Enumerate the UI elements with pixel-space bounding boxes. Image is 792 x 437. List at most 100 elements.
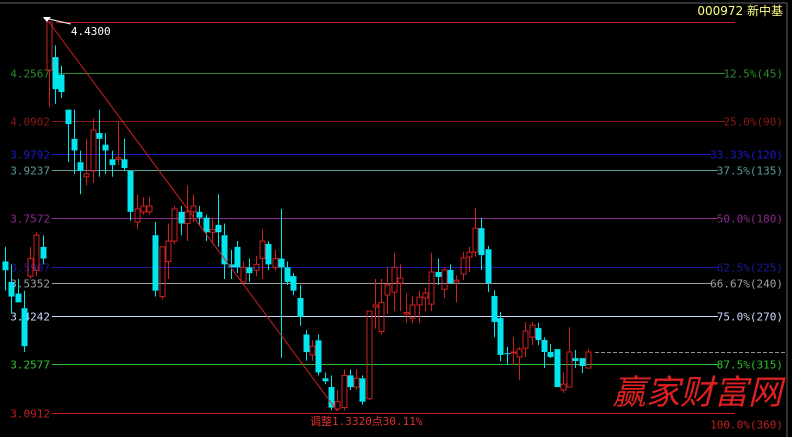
candle-body	[560, 383, 567, 391]
level-price-label: 3.0912	[10, 408, 50, 421]
candle-up	[90, 118, 97, 183]
candle-body	[184, 211, 191, 225]
candle-up	[378, 279, 385, 335]
candle-body	[529, 324, 536, 338]
candle-body	[504, 353, 511, 355]
candle-down	[297, 284, 304, 326]
level-price-label: 3.7572	[10, 213, 50, 226]
candle-down	[127, 170, 134, 221]
candle-up	[309, 340, 316, 361]
candle-up	[391, 252, 398, 312]
candle-down	[303, 330, 310, 361]
candle-up	[566, 327, 573, 388]
candle-body	[40, 246, 47, 259]
candle-body	[566, 351, 573, 388]
candle-body	[341, 374, 348, 409]
candle-body	[522, 330, 529, 349]
candle-body	[585, 351, 592, 369]
candle-body	[347, 375, 354, 388]
candle-down	[579, 358, 586, 374]
candle-body	[178, 211, 185, 224]
candle-body	[246, 267, 253, 274]
candle-body	[209, 228, 216, 233]
candle-down	[15, 279, 22, 303]
candle-body	[497, 318, 504, 355]
candle-up	[115, 121, 122, 166]
candle-body	[259, 240, 266, 260]
candle-up	[560, 372, 567, 393]
candle-body	[221, 235, 228, 265]
level-percent-label: 87.5%(315)	[717, 359, 783, 372]
candle-down	[52, 45, 59, 104]
candle-body	[290, 276, 297, 291]
level-price-label: 4.2567	[10, 68, 50, 81]
candle-body	[403, 312, 410, 315]
candle-down	[40, 235, 47, 265]
candle-up	[466, 246, 473, 272]
candle-body	[328, 387, 335, 408]
candle-body	[554, 349, 561, 388]
candle-up	[472, 208, 479, 258]
candle-body	[109, 159, 116, 166]
candle-up	[272, 249, 279, 271]
candle-down	[359, 375, 366, 405]
candle-body	[535, 328, 542, 341]
candle-down	[58, 65, 65, 98]
candle-body	[472, 227, 479, 253]
candle-body	[234, 246, 241, 268]
candle-body	[359, 378, 366, 402]
fibonacci-levels: 4.2567 12.5%(45) 4.0902 25.0%(90) 3.9792 33.3…	[10, 22, 783, 432]
candle-body	[228, 264, 235, 268]
candle-body	[466, 251, 473, 258]
candle-body	[547, 352, 554, 357]
candle-down	[109, 150, 116, 177]
candle-body	[33, 234, 40, 271]
candle-down	[284, 261, 291, 285]
candle-body	[21, 308, 28, 347]
candle-body	[171, 208, 178, 242]
candle-down	[491, 290, 498, 338]
candle-body	[134, 208, 141, 223]
candle-up	[27, 246, 34, 280]
candle-body	[447, 269, 454, 284]
candle-up	[259, 229, 266, 280]
candle-body	[384, 284, 391, 296]
candle-body	[322, 378, 329, 382]
level-price-label: 4.0902	[10, 116, 50, 129]
candle-body	[391, 266, 398, 293]
candle-body	[159, 246, 166, 298]
candle-body	[485, 249, 492, 284]
candle-body	[579, 358, 586, 367]
watermark: 赢家财富网	[612, 373, 786, 413]
candle-up	[529, 321, 536, 346]
candle-body	[83, 173, 90, 178]
candle-down	[221, 223, 228, 280]
candle-body	[46, 21, 53, 71]
candle-body	[140, 205, 147, 213]
candle-body	[453, 279, 460, 283]
candle-up	[384, 267, 391, 315]
candle-up	[366, 310, 373, 401]
candle-body	[196, 211, 203, 218]
candle-up	[422, 287, 429, 312]
candle-body	[215, 224, 222, 233]
candle-up	[240, 261, 247, 283]
level-price-label: 3.2577	[10, 359, 50, 372]
candle-body	[2, 261, 9, 271]
candle-body	[416, 296, 423, 306]
candle-down	[8, 264, 15, 315]
candle-body	[315, 340, 322, 373]
candle-up	[334, 389, 341, 412]
candle-body	[366, 310, 373, 400]
candle-body	[253, 263, 260, 271]
candle-down	[121, 138, 128, 171]
candle-down	[203, 214, 210, 242]
candle-up	[460, 252, 467, 281]
candle-down	[478, 217, 485, 270]
candle-down	[328, 375, 335, 411]
candle-down	[554, 349, 561, 388]
candle-body	[303, 334, 310, 353]
stock-code: 000972	[697, 4, 743, 18]
candle-down	[77, 150, 84, 195]
candle-body	[15, 293, 22, 303]
